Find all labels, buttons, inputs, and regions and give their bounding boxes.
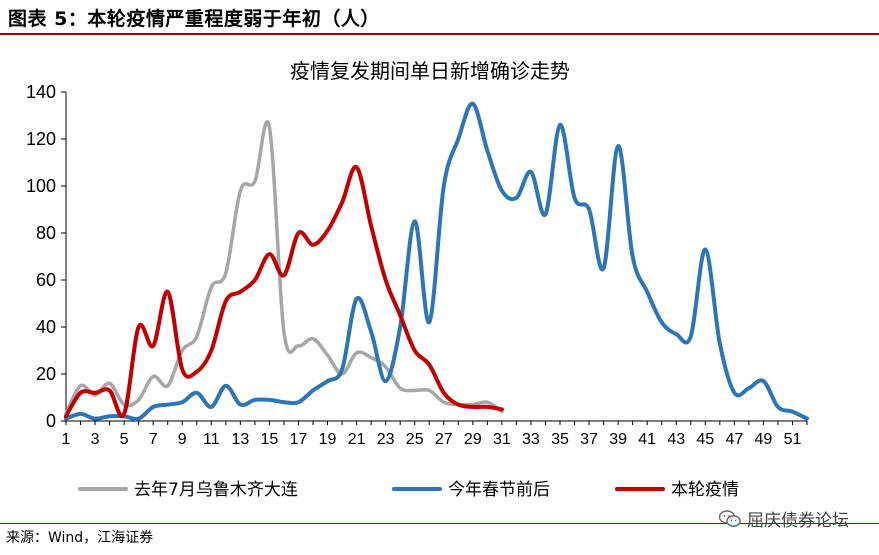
series-line-2: [64, 101, 809, 421]
x-tick-label: 37: [580, 431, 598, 448]
wechat-icon: [719, 509, 741, 527]
x-tick-label: 21: [348, 431, 366, 448]
x-tick-label: 19: [319, 431, 337, 448]
top-rule: [0, 33, 879, 35]
source-note: 来源：Wind，江海证券: [6, 530, 154, 546]
x-tick-label: 15: [261, 431, 279, 448]
y-tick-label: 40: [36, 317, 56, 337]
legend-label-2: 今年春节前后: [448, 480, 550, 500]
x-tick-label: 29: [464, 431, 482, 448]
x-tick-label: 43: [667, 431, 685, 448]
x-tick-label: 13: [231, 431, 249, 448]
watermark: 屈庆债券论坛: [719, 506, 849, 531]
x-tick-label: 11: [203, 431, 220, 448]
legend-label-1: 去年7月乌鲁木齐大连: [134, 480, 298, 500]
x-tick-label: 27: [435, 431, 453, 448]
series-line-1: [64, 120, 504, 416]
x-tick-label: 41: [638, 431, 656, 448]
x-tick-label: 39: [609, 431, 627, 448]
x-tick-label: 7: [149, 431, 158, 448]
chart-series: [64, 101, 809, 421]
bottom-rule: [0, 523, 879, 524]
x-tick-label: 25: [406, 431, 424, 448]
legend-label-3: 本轮疫情: [671, 480, 739, 500]
chart-title: 疫情复发期间单日新增确诊走势: [290, 59, 570, 83]
y-tick-label: 20: [36, 364, 56, 384]
y-tick-label: 60: [36, 270, 56, 290]
x-tick-label: 31: [493, 431, 511, 448]
watermark-text: 屈庆债券论坛: [747, 511, 849, 531]
x-tick-label: 47: [725, 431, 743, 448]
y-tick-label: 120: [26, 129, 56, 149]
y-tick-label: 140: [26, 82, 56, 102]
x-tick-label: 1: [62, 431, 71, 448]
x-tick-label: 3: [91, 431, 100, 448]
y-tick-label: 0: [46, 411, 56, 431]
x-tick-label: 9: [178, 431, 187, 448]
series-line-3: [64, 165, 504, 419]
x-tick-label: 45: [696, 431, 714, 448]
x-tick-label: 49: [755, 431, 773, 448]
chart-legend: 去年7月乌鲁木齐大连 今年春节前后 本轮疫情: [78, 480, 739, 500]
y-tick-label: 80: [36, 223, 56, 243]
y-tick-label: 100: [26, 176, 56, 196]
x-tick-label: 17: [290, 431, 308, 448]
x-tick-label: 33: [522, 431, 540, 448]
x-tick-label: 5: [120, 431, 129, 448]
x-tick-label: 35: [551, 431, 569, 448]
figure-title: 图表 5：本轮疫情严重程度弱于年初（人）: [8, 8, 380, 30]
x-tick-label: 51: [784, 431, 802, 448]
x-tick-label: 23: [377, 431, 395, 448]
